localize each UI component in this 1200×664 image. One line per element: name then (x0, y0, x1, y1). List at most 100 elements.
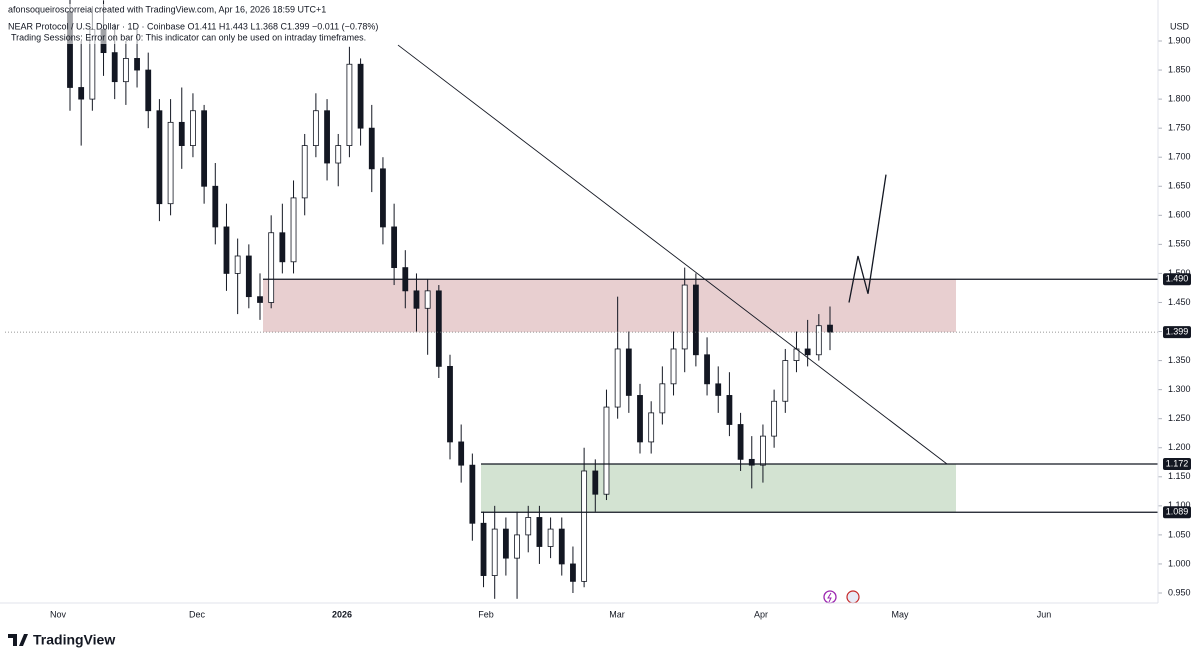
candle-body (648, 412, 655, 443)
y-tick-label: 1.450 (1168, 297, 1191, 307)
x-tick-label: Jun (1037, 609, 1052, 619)
candle-body (312, 110, 319, 146)
candle-body (748, 458, 755, 466)
candle-body (346, 63, 353, 146)
y-tick-label: 1.150 (1168, 471, 1191, 481)
candle-body (178, 121, 185, 146)
level-label: 1.399 (1166, 326, 1189, 336)
level-label: 1.172 (1166, 458, 1189, 468)
candle-body (670, 348, 677, 385)
candle-body (815, 325, 822, 356)
candle-body (435, 290, 442, 367)
candle-body (134, 58, 140, 71)
y-tick-label: 1.650 (1168, 181, 1191, 191)
y-tick-label: 1.200 (1168, 442, 1191, 452)
candle-body (279, 232, 286, 263)
credit: afonsoqueiroscorreia created with Tradin… (8, 4, 326, 14)
candle-body (581, 470, 588, 582)
candle-body (212, 185, 219, 228)
candle-body (659, 383, 666, 414)
candle-body (469, 464, 476, 524)
x-tick-label: Nov (50, 609, 67, 619)
y-tick-label: 1.550 (1168, 239, 1191, 249)
candle-body (480, 522, 487, 576)
flag-icon[interactable] (846, 590, 860, 604)
zone (481, 464, 956, 513)
candle-body (782, 360, 789, 402)
y-tick-label: 1.100 (1168, 500, 1191, 510)
candle-body (558, 528, 565, 565)
y-tick-label: 1.050 (1168, 529, 1191, 539)
level-label-bg (1163, 273, 1191, 286)
y-tick-label: 1.800 (1168, 93, 1191, 103)
level-label-bg (1163, 326, 1191, 339)
y-tick-label: 0.950 (1168, 587, 1191, 597)
header-bg (7, 4, 337, 44)
candle-body (368, 127, 375, 170)
y-tick-label: 1.350 (1168, 355, 1191, 365)
candle-body (726, 395, 733, 425)
event-icon-bolt (827, 592, 832, 603)
candle-body (301, 145, 308, 199)
candle-body (737, 424, 744, 460)
y-tick-label: 1.300 (1168, 384, 1191, 394)
zone (263, 279, 956, 333)
currency: USD (1170, 21, 1190, 31)
candle-body (156, 110, 163, 205)
candle-body (514, 534, 520, 559)
projection-path (848, 174, 887, 303)
level-label-bg (1163, 506, 1191, 519)
candle-body (424, 290, 431, 309)
candle-body (145, 69, 152, 112)
candle-body (391, 226, 398, 269)
candle-body (290, 197, 297, 263)
candle-body (614, 348, 621, 408)
x-tick-label: May (891, 609, 909, 619)
y-tick-label: 1.750 (1168, 123, 1191, 133)
logo: TradingView (8, 632, 115, 648)
candle-body (190, 110, 196, 146)
candle-body (827, 324, 833, 333)
y-tick-label: 1.600 (1168, 210, 1191, 220)
indicator-note: Trading Sessions: Error on bar 0: This i… (11, 32, 366, 42)
x-tick-label: 2026 (332, 609, 352, 619)
trendline (397, 44, 948, 465)
candle-body (268, 232, 275, 303)
y-tick-label: 1.700 (1168, 152, 1191, 162)
candle-body (704, 354, 710, 385)
level-label: 1.490 (1166, 274, 1189, 284)
candle-body (257, 296, 263, 303)
candle-body (804, 348, 811, 356)
candle-body (413, 290, 420, 309)
candle-body (324, 110, 330, 164)
candle-body (715, 383, 722, 396)
candle-body (502, 528, 509, 559)
candle-body (681, 284, 688, 350)
candle-body (491, 528, 498, 576)
y-tick-label: 1.850 (1168, 64, 1191, 74)
x-tick-label: Feb (478, 609, 494, 619)
candle-body (525, 517, 532, 536)
logo-text: TradingView (33, 632, 115, 648)
candle-body (592, 470, 599, 495)
candle-body (692, 284, 699, 356)
candle-body (357, 63, 364, 129)
candle-body (223, 226, 230, 274)
candle-body (570, 563, 576, 582)
candle-body (625, 348, 632, 396)
candle-body (335, 145, 342, 164)
candle-body (78, 87, 85, 100)
y-tick-label: 1.250 (1168, 413, 1191, 423)
candle-body (760, 435, 766, 466)
candle-body (536, 517, 543, 547)
candle-body (111, 52, 118, 83)
candle-body (771, 400, 778, 437)
candle-body (380, 168, 386, 228)
candle-body (603, 406, 610, 495)
candle-body (458, 441, 465, 466)
candle-body (201, 110, 208, 187)
candle-body (547, 528, 554, 547)
candle-body (637, 395, 643, 443)
